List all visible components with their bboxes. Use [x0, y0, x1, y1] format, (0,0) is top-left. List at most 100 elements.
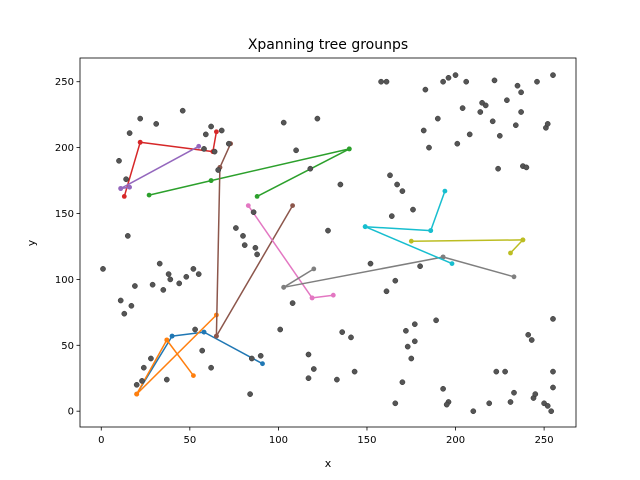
tree-3-edge-1-node-0	[137, 139, 143, 145]
tree-3-edge-1	[140, 141, 213, 153]
scatter-point-80	[426, 144, 432, 151]
scatter-point-45	[277, 326, 284, 333]
scatter-point-53	[305, 375, 312, 382]
scatter-point-59	[351, 368, 358, 375]
scatter-point-106	[511, 389, 517, 396]
scatter-point-15	[167, 276, 174, 283]
scatter-point-40	[250, 209, 257, 216]
scatter-point-73	[408, 355, 415, 362]
scatter-point-14	[149, 281, 156, 288]
scatter-point-93	[470, 408, 477, 415]
scatter-point-17	[140, 364, 147, 371]
y-tick-label-5: 250	[55, 77, 74, 88]
tree-2-edge-2	[256, 148, 350, 198]
scatter-point-120	[544, 121, 551, 127]
scatter-point-88	[452, 72, 459, 78]
y-tick-label-2: 100	[55, 275, 74, 286]
tree-2-edge-0	[148, 179, 212, 196]
tree-1-edge-0	[136, 339, 168, 395]
scatter-point-13	[160, 287, 167, 293]
scatter-point-12	[165, 271, 172, 277]
tree-7-edge-1	[442, 256, 515, 278]
scatter-point-70	[399, 379, 406, 386]
scatter-point-78	[420, 127, 427, 134]
scatter-point-39	[215, 167, 222, 173]
scatter-point-110	[518, 109, 524, 115]
tree-edges-layer	[118, 129, 526, 397]
scatter-point-62	[383, 78, 390, 85]
scatter-point-10	[153, 121, 160, 127]
scatter-point-75	[411, 338, 418, 345]
scatter-point-113	[525, 331, 532, 338]
x-tick-label-1: 50	[183, 435, 196, 446]
tree-6-edge-0	[247, 205, 313, 299]
tree-1-edge-1-node-1	[191, 373, 196, 378]
scatter-point-52	[314, 115, 321, 122]
scatter-point-4	[121, 310, 128, 317]
scatter-point-28	[192, 326, 198, 333]
chart-title: Xpanning tree grounps	[248, 37, 408, 53]
tree-1-edge-2	[136, 314, 217, 395]
scatter-point-90	[459, 105, 466, 111]
scatter-point-0	[100, 266, 106, 272]
scatter-point-77	[417, 263, 423, 270]
scatter-point-42	[257, 352, 264, 359]
x-tick-label-2: 100	[269, 435, 288, 446]
scatter-point-87	[445, 74, 452, 81]
scatter-point-122	[548, 408, 555, 415]
scatter-point-86	[443, 401, 450, 408]
scatter-point-21	[176, 280, 183, 287]
scatter-point-91	[463, 78, 470, 85]
axis-ticks: 0 50 100 150 200 250 0 50 100 150 200 250	[55, 77, 554, 446]
tree-8-edge-1	[509, 239, 524, 254]
tree-9-edge-1-node-0	[428, 228, 434, 234]
scatter-point-69	[399, 188, 406, 194]
tree-0-edge-2-node-0	[201, 329, 207, 335]
tree-6-edge-1	[312, 294, 334, 299]
scatter-point-66	[392, 277, 399, 284]
scatter-point-98	[489, 118, 496, 125]
scatter-point-7	[117, 297, 124, 304]
tree-2-edge-2-node-1	[346, 146, 352, 152]
tree-2-edge-2-node-0	[254, 194, 260, 199]
tree-7-edge-1-node-0	[440, 254, 446, 260]
scatter-point-56	[337, 181, 344, 188]
scatter-point-117	[534, 78, 540, 85]
scatter-points-layer	[100, 72, 556, 415]
scatter-point-46	[280, 119, 287, 126]
scatter-point-37	[252, 244, 259, 251]
tree-6-edge-1-node-1	[330, 292, 336, 298]
scatter-point-19	[133, 381, 140, 388]
tree-7-edge-0	[283, 256, 444, 289]
x-tick-label-4: 200	[446, 435, 465, 446]
y-tick-label-3: 150	[55, 209, 74, 220]
scatter-point-48	[293, 147, 299, 154]
scatter-point-9	[137, 115, 144, 122]
tree-6-edge-0-node-0	[245, 203, 251, 209]
tree-5-edge-2-node-0	[214, 333, 219, 339]
scatter-point-124	[550, 368, 556, 375]
tree-0-edge-2-node-1	[260, 361, 265, 367]
scatter-point-103	[502, 368, 508, 375]
tree-0-edge-1-node-0	[169, 333, 175, 339]
axes-frame	[79, 57, 577, 428]
tree-4-edge-1-node-0	[118, 186, 124, 191]
scatter-point-34	[233, 225, 239, 231]
tree-9-edge-2-node-1	[449, 261, 455, 266]
tree-7-edge-2-node-0	[281, 284, 287, 290]
scatter-point-3	[124, 233, 131, 239]
scatter-point-82	[434, 115, 441, 122]
scatter-point-67	[387, 172, 393, 179]
tree-9-edge-2	[364, 226, 453, 265]
x-axis-label: x	[325, 457, 332, 470]
tree-4-edge-0-node-1	[196, 143, 202, 149]
scatter-point-35	[240, 233, 246, 239]
scatter-point-68	[394, 181, 400, 188]
tree-2-edge-1	[210, 148, 350, 182]
tree-5-edge-2-node-1	[290, 203, 295, 209]
tree-3-edge-0-node-0	[121, 194, 127, 199]
scatter-point-126	[550, 316, 556, 322]
y-tick-label-0: 0	[68, 407, 74, 418]
scatter-point-43	[248, 355, 255, 362]
